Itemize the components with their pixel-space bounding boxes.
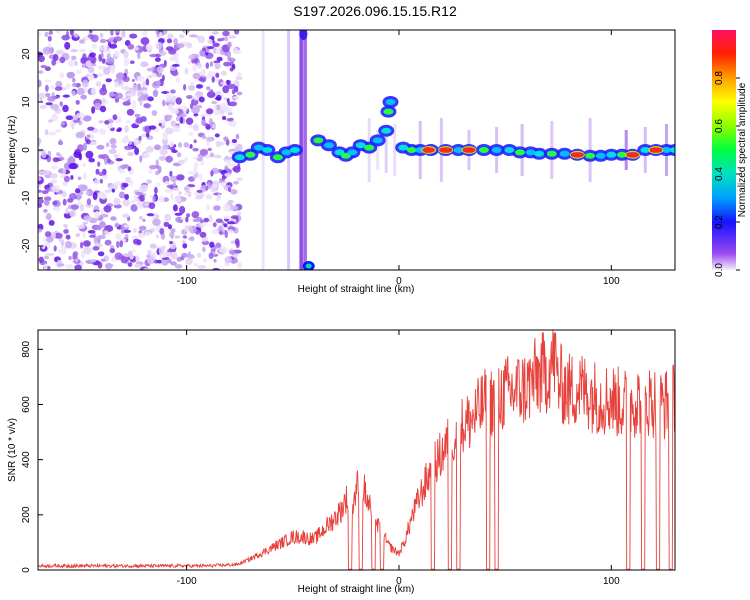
snr-xlabel: Height of straight line (km)	[298, 584, 415, 595]
spectrogram-ylabel: Frequency (Hz)	[7, 116, 18, 185]
track-peak	[422, 147, 435, 153]
track-core	[383, 108, 394, 115]
track-core	[381, 127, 392, 134]
snr-ytick-label: 0	[21, 567, 32, 573]
spec-ytick-label: -10	[21, 190, 32, 205]
track-core	[515, 149, 525, 156]
track-core	[595, 152, 606, 159]
track-peak-rim	[625, 150, 640, 159]
track-core	[546, 150, 557, 157]
track-peak	[439, 147, 452, 153]
figure-title: S197.2026.096.15.15.R12	[293, 3, 457, 19]
track-core	[406, 147, 417, 153]
noise-speckle	[38, 30, 243, 270]
track-core	[323, 142, 334, 149]
colorbar-tick-label: 0.4	[714, 167, 725, 181]
track-core	[340, 152, 351, 159]
spec-xtick-label: 100	[603, 276, 620, 287]
track-core	[364, 144, 375, 151]
track-core	[253, 144, 264, 151]
spectrogram-xlabel: Height of straight line (km)	[298, 284, 415, 295]
track-core	[640, 147, 651, 153]
track-peak	[571, 152, 584, 158]
track-core	[661, 147, 672, 153]
track-core	[453, 147, 464, 153]
band-blob-top	[299, 30, 308, 40]
track-peak	[649, 147, 662, 153]
colorbar-label: Normalized spectral amplitude	[737, 82, 748, 217]
snr-ytick-label: 200	[21, 506, 32, 523]
track-core	[355, 142, 366, 149]
track-peak-rim	[648, 146, 664, 154]
snr-ylabel: SNR (10 * v/v)	[7, 418, 18, 482]
track-core	[504, 147, 515, 153]
track-core	[606, 151, 617, 158]
spec-xtick-label: -100	[177, 276, 197, 287]
track-core	[334, 149, 345, 156]
snr-series-line	[38, 330, 675, 570]
snr-ytick-label: 800	[21, 341, 32, 358]
track-core	[372, 137, 383, 144]
colorbar-tick-label: 0.0	[714, 263, 725, 277]
track-core	[385, 99, 396, 105]
track-core	[559, 150, 570, 157]
colorbar-tick-label: 0.8	[714, 71, 725, 85]
band-blob-bottom-core	[305, 263, 312, 269]
snr-ytick-label: 600	[21, 396, 32, 413]
track-core	[272, 154, 283, 161]
track-core	[347, 149, 358, 156]
snr-xtick-label: 0	[396, 576, 402, 587]
spec-ytick-label: 20	[21, 48, 32, 60]
track-core	[398, 144, 409, 151]
colorbar: 0.0 0.2 0.4 0.6 0.8 Normalized spectral ampl…	[712, 30, 748, 277]
spec-ytick-label: -20	[21, 238, 32, 253]
snr-xtick-label: -100	[177, 576, 197, 587]
spec-ytick-label: 10	[21, 96, 32, 108]
track-core	[534, 150, 545, 157]
track-core	[525, 149, 536, 156]
track-core	[262, 147, 273, 153]
colorbar-tick-label: 0.2	[714, 215, 725, 229]
track-core	[234, 154, 245, 161]
snr-background	[38, 330, 675, 570]
track-core	[478, 147, 489, 153]
track-core	[245, 151, 256, 158]
snr-panel: -100 0 100 0 200 400 600 800 Height of straight…	[7, 329, 676, 595]
colorbar-gradient	[712, 30, 736, 270]
spec-ytick-label: 0	[21, 147, 32, 153]
snr-xtick-label: 100	[603, 576, 620, 587]
signal-track	[231, 96, 675, 164]
track-core	[670, 147, 675, 153]
track-peak-rim	[421, 146, 437, 154]
colorbar-tick-label: 0.6	[714, 119, 725, 133]
track-core	[616, 151, 627, 158]
spec-xtick-label: 0	[396, 276, 402, 287]
track-peak-rim	[438, 146, 454, 154]
track-core	[289, 147, 300, 153]
track-core	[281, 149, 292, 156]
track-peak	[626, 152, 639, 158]
snr-frame	[37, 329, 676, 571]
track-peak	[463, 147, 475, 153]
track-core	[313, 137, 324, 144]
track-peak-rim	[461, 146, 477, 154]
track-core	[491, 147, 502, 153]
snr-ytick-label: 400	[21, 451, 32, 468]
track-core	[585, 152, 596, 159]
track-peak-rim	[569, 150, 585, 159]
